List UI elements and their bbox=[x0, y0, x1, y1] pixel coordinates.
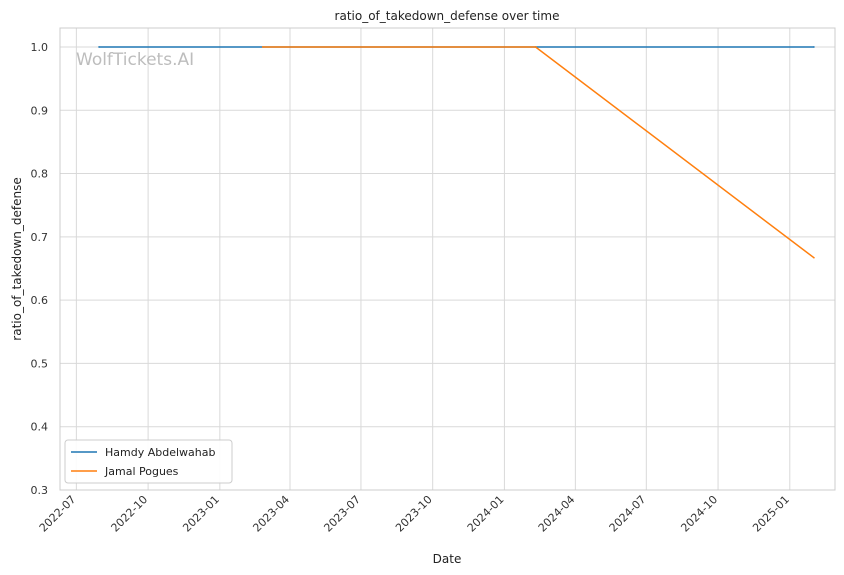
legend-label-hamdy-abdelwahab: Hamdy Abdelwahab bbox=[105, 446, 215, 459]
series-line-jamal-pogues bbox=[262, 46, 815, 259]
x-tick-label: 2023-01 bbox=[180, 493, 222, 535]
x-tick-label: 2024-01 bbox=[465, 493, 507, 535]
y-tick-labels: 0.3 0.4 0.5 0.6 0.7 0.8 0.9 1.0 bbox=[31, 41, 49, 497]
y-tick-label: 0.7 bbox=[31, 231, 49, 244]
x-tick-label: 2022-10 bbox=[109, 493, 151, 535]
y-tick-label: 0.3 bbox=[31, 484, 49, 497]
legend-label-jamal-pogues: Jamal Pogues bbox=[104, 465, 179, 478]
legend-box bbox=[64, 439, 233, 484]
y-tick-label: 1.0 bbox=[31, 41, 49, 54]
grid bbox=[60, 28, 835, 491]
y-tick-label: 0.9 bbox=[31, 104, 49, 117]
data-point-hamdy-abdelwahab bbox=[813, 46, 815, 48]
chart-title: ratio_of_takedown_defense over time bbox=[335, 9, 560, 23]
watermark: WolfTickets.AI bbox=[76, 50, 194, 70]
x-tick-label: 2024-10 bbox=[678, 493, 720, 535]
y-tick-label: 0.5 bbox=[31, 357, 49, 370]
x-tick-label: 2024-07 bbox=[607, 493, 649, 535]
y-tick-label: 0.6 bbox=[31, 294, 49, 307]
x-tick-label: 2024-04 bbox=[536, 493, 578, 535]
x-tick-label: 2023-07 bbox=[321, 493, 363, 535]
x-tick-label: 2023-04 bbox=[250, 493, 292, 535]
data-point-jamal-pogues bbox=[261, 46, 264, 48]
series-layer bbox=[98, 46, 815, 259]
plot-frame bbox=[59, 27, 836, 491]
x-axis-label: Date bbox=[433, 552, 462, 566]
x-tick-label: 2025-01 bbox=[750, 493, 792, 535]
x-tick-label: 2023-10 bbox=[393, 493, 435, 535]
data-point-jamal-pogues bbox=[813, 256, 815, 259]
y-tick-label: 0.4 bbox=[31, 421, 49, 434]
data-point-jamal-pogues bbox=[534, 46, 537, 48]
y-tick-label: 0.8 bbox=[31, 168, 49, 181]
x-tick-labels: 2022-07 2022-10 2023-01 2023-04 2023-07 2023-… bbox=[37, 493, 792, 535]
legend: Hamdy Abdelwahab Jamal Pogues bbox=[64, 439, 233, 484]
y-axis-label: ratio_of_takedown_defense bbox=[10, 177, 24, 340]
data-point-hamdy-abdelwahab bbox=[98, 46, 100, 48]
x-tick-label: 2022-07 bbox=[37, 493, 79, 535]
